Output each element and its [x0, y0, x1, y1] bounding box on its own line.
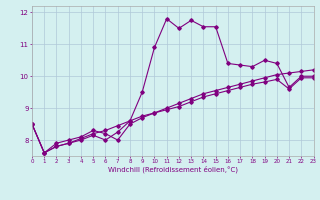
X-axis label: Windchill (Refroidissement éolien,°C): Windchill (Refroidissement éolien,°C): [108, 166, 238, 173]
